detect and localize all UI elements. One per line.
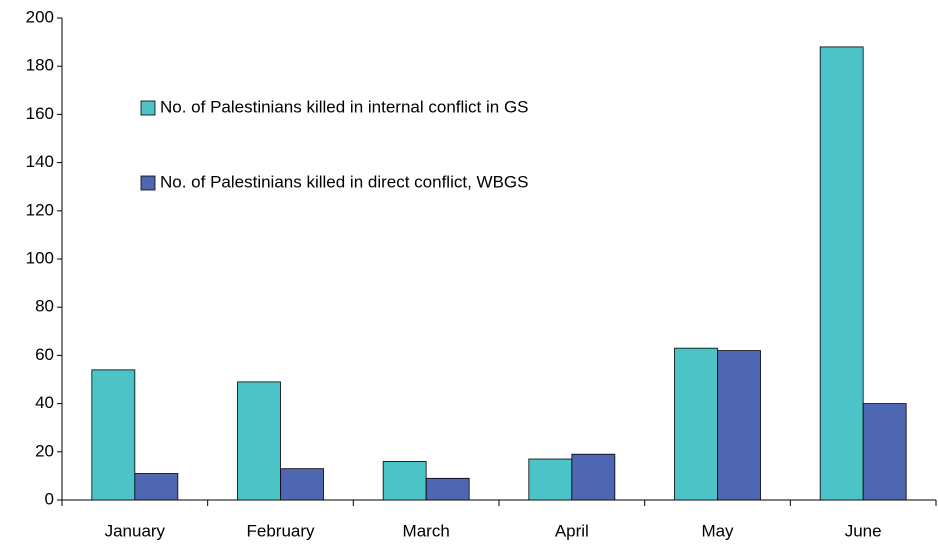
x-tick-label: May <box>701 521 734 540</box>
bar <box>280 468 324 501</box>
bar <box>819 46 864 501</box>
y-tick-label: 160 <box>26 104 54 123</box>
bar <box>237 381 281 501</box>
bar <box>717 350 761 501</box>
y-tick-label: 0 <box>45 489 54 508</box>
legend-label: No. of Palestinians killed in internal c… <box>160 97 529 116</box>
x-tick-label: February <box>246 521 315 540</box>
y-tick-label: 180 <box>26 56 54 75</box>
x-tick-label: January <box>105 521 166 540</box>
y-tick-label: 60 <box>35 345 54 364</box>
bar <box>571 453 616 501</box>
legend-swatch <box>140 175 156 191</box>
x-tick-label: June <box>845 521 882 540</box>
legend-swatch <box>140 100 156 116</box>
bar <box>425 477 470 501</box>
bar <box>862 403 907 501</box>
bar <box>134 473 179 501</box>
x-tick-label: April <box>555 521 589 540</box>
y-tick-label: 100 <box>26 248 54 267</box>
y-tick-label: 40 <box>35 393 54 412</box>
x-tick-label: March <box>403 521 450 540</box>
legend-label: No. of Palestinians killed in direct con… <box>160 172 528 191</box>
y-tick-label: 20 <box>35 441 54 460</box>
bar <box>674 347 718 501</box>
bar <box>382 461 427 501</box>
y-tick-label: 140 <box>26 152 54 171</box>
y-tick-label: 80 <box>35 297 54 316</box>
y-tick-label: 200 <box>26 7 54 26</box>
bar <box>528 458 573 501</box>
y-tick-label: 120 <box>26 200 54 219</box>
bar <box>91 369 136 501</box>
